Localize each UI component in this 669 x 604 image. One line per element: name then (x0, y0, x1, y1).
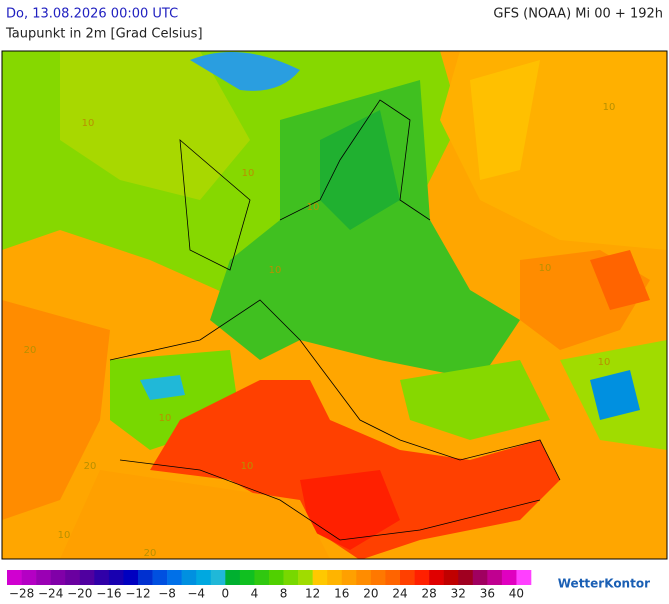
legend-swatch (269, 570, 284, 585)
legend-swatch (36, 570, 51, 585)
contour-label: 10 (269, 265, 282, 276)
contour-label: 20 (144, 548, 157, 559)
map (1, 50, 668, 560)
legend-swatch (327, 570, 343, 585)
contour-label: 10 (307, 202, 320, 213)
legend-tick-label: 32 (451, 587, 466, 601)
legend-tick-label: 4 (251, 587, 259, 601)
legend-swatch (152, 570, 168, 585)
legend-tick-label: 40 (509, 587, 524, 601)
legend-swatch (196, 570, 212, 585)
date-label: Do, 13.08.2026 00:00 UTC (6, 7, 178, 22)
model-label: GFS (NOAA) Mi 00 + 192h (493, 7, 663, 22)
legend-swatch (487, 570, 503, 585)
legend-swatch (443, 570, 459, 585)
legend-swatch (167, 570, 182, 585)
legend-swatch (7, 570, 22, 585)
legend-swatch (225, 570, 241, 585)
legend-swatch (79, 570, 95, 585)
legend-swatch (472, 570, 488, 585)
contour-label: 10 (58, 530, 71, 541)
legend-tick-label: 12 (305, 587, 320, 601)
legend-tick-label: 28 (421, 587, 436, 601)
legend-swatch (341, 570, 357, 585)
legend-tick-label: 24 (392, 587, 407, 601)
legend-swatch (94, 570, 110, 585)
legend-tick-label: −20 (67, 587, 92, 601)
legend-swatch (414, 570, 430, 585)
contour-label: 10 (159, 413, 172, 424)
legend-swatch (298, 570, 313, 585)
legend-swatch (370, 570, 386, 585)
legend-tick-label: 16 (334, 587, 349, 601)
legend-swatch (21, 570, 37, 585)
legend-tick-label: 36 (480, 587, 495, 601)
contour-label: 10 (603, 102, 616, 113)
legend-swatch (400, 570, 415, 585)
legend-tick-label: −24 (38, 587, 63, 601)
legend-swatch (254, 570, 270, 585)
legend-tick-label: −28 (9, 587, 34, 601)
legend-swatch (283, 570, 299, 585)
legend-swatch (429, 570, 444, 585)
contour-label: 20 (24, 345, 37, 356)
legend-swatch (458, 570, 474, 585)
legend-tick-label: −4 (187, 587, 205, 601)
legend-tick-label: −8 (158, 587, 176, 601)
legend-swatch (138, 570, 153, 585)
contour-label: 10 (82, 118, 95, 129)
contour-label: 20 (84, 461, 97, 472)
legend-tick-label: −16 (96, 587, 121, 601)
legend-swatch (356, 570, 372, 585)
parameter-label: Taupunkt in 2m [Grad Celsius] (5, 27, 203, 42)
contour-label: 10 (598, 357, 611, 368)
legend-swatch (385, 570, 401, 585)
legend-swatch (516, 570, 532, 585)
legend-swatch (210, 570, 226, 585)
contour-label: 10 (242, 168, 255, 179)
legend-swatch (123, 570, 139, 585)
legend-swatch (65, 570, 81, 585)
legend-swatch (501, 570, 517, 585)
legend-tick-label: 20 (363, 587, 378, 601)
legend-tick-label: 8 (280, 587, 288, 601)
legend-tick-label: −12 (125, 587, 150, 601)
legend-swatch (50, 570, 66, 585)
contour-label: 10 (539, 263, 552, 274)
legend-swatch (181, 570, 197, 585)
brand: WetterKontor (558, 577, 650, 591)
legend-swatch (312, 570, 328, 585)
legend-swatch (239, 570, 255, 585)
legend-swatch (108, 570, 124, 585)
contour-label: 10 (241, 461, 254, 472)
legend-tick-label: 0 (222, 587, 230, 601)
